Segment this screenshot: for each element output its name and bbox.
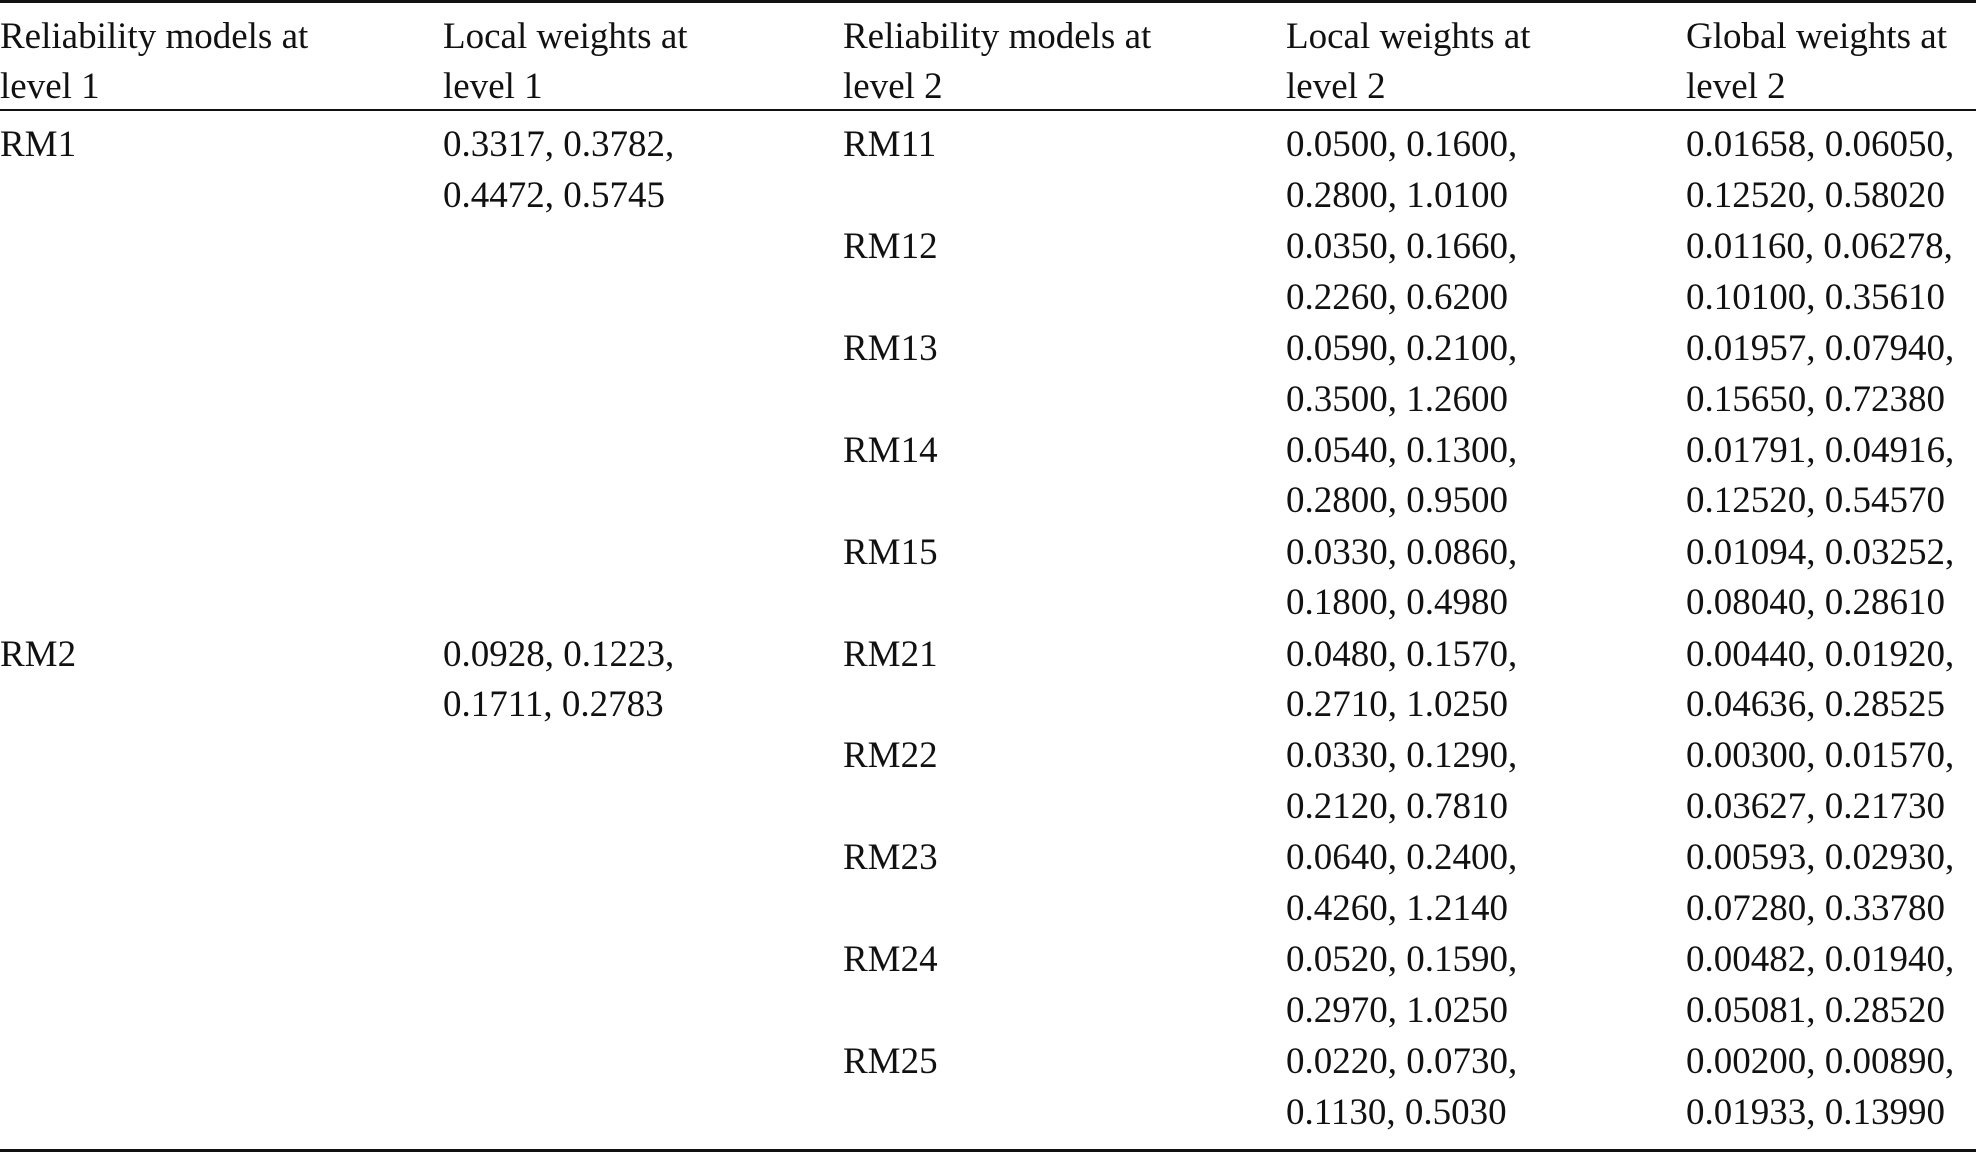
column-header-global-weights-level2: Global weights at level 2	[1686, 16, 1948, 107]
column-header-local-weights-level2: Local weights at level 2	[1286, 16, 1531, 107]
table-row: RM24 0.0520, 0.1590, 0.2970, 1.0250 0.0048…	[0, 935, 1976, 1037]
level2-local-weights-cell: 0.0590, 0.2100, 0.3500, 1.2600	[1286, 327, 1518, 420]
level2-local-weights-cell: 0.0350, 0.1660, 0.2260, 0.6200	[1286, 225, 1518, 318]
level2-model-cell: RM25	[843, 1041, 938, 1083]
column-header-models-level2: Reliability models at level 2	[843, 16, 1152, 107]
level2-model-cell: RM23	[843, 837, 938, 879]
level2-global-weights-cell: 0.00440, 0.01920, 0.04636, 0.28525	[1686, 633, 1955, 726]
table-row: RM1 0.3317, 0.3782, 0.4472, 0.5745 RM11 0.0…	[0, 120, 1976, 222]
level1-local-weights-cell: 0.0928, 0.1223, 0.1711, 0.2783	[443, 633, 675, 726]
level2-global-weights-cell: 0.00593, 0.02930, 0.07280, 0.33780	[1686, 837, 1955, 929]
column-header-models-level1: Reliability models at level 1	[0, 16, 309, 107]
level2-model-cell: RM15	[843, 531, 938, 573]
table-row: RM2 0.0928, 0.1223, 0.1711, 0.2783 RM21 0.0…	[0, 630, 1976, 732]
table-bottom-rule	[0, 1149, 1976, 1152]
table-row: RM14 0.0540, 0.1300, 0.2800, 0.9500 0.0179…	[0, 426, 1976, 528]
table-row: RM22 0.0330, 0.1290, 0.2120, 0.7810 0.0030…	[0, 731, 1976, 833]
level2-local-weights-cell: 0.0480, 0.1570, 0.2710, 1.0250	[1286, 633, 1518, 726]
table-row: RM12 0.0350, 0.1660, 0.2260, 0.6200 0.0116…	[0, 222, 1976, 324]
level2-global-weights-cell: 0.01658, 0.06050, 0.12520, 0.58020	[1686, 124, 1955, 216]
table-row: RM13 0.0590, 0.2100, 0.3500, 1.2600 0.0195…	[0, 324, 1976, 426]
table-row: RM25 0.0220, 0.0730, 0.1130, 0.5030 0.0020…	[0, 1037, 1976, 1139]
level2-local-weights-cell: 0.0640, 0.2400, 0.4260, 1.2140	[1286, 837, 1518, 929]
level2-model-cell: RM11	[843, 124, 937, 165]
level2-local-weights-cell: 0.0540, 0.1300, 0.2800, 0.9500	[1286, 429, 1518, 522]
level2-model-cell: RM22	[843, 735, 938, 777]
reliability-weights-table: Reliability models at level 1 Local weig…	[0, 0, 1976, 112]
level2-model-cell: RM12	[843, 225, 938, 267]
level2-local-weights-cell: 0.0330, 0.0860, 0.1800, 0.4980	[1286, 531, 1518, 624]
level2-local-weights-cell: 0.0520, 0.1590, 0.2970, 1.0250	[1286, 939, 1518, 1031]
level2-global-weights-cell: 0.01094, 0.03252, 0.08040, 0.28610	[1686, 531, 1955, 624]
level2-global-weights-cell: 0.00300, 0.01570, 0.03627, 0.21730	[1686, 735, 1955, 828]
table-top-rule	[0, 0, 1976, 3]
level2-global-weights-cell: 0.01160, 0.06278, 0.10100, 0.35610	[1686, 225, 1953, 318]
table-header-rule	[0, 109, 1976, 111]
column-header-local-weights-level1: Local weights at level 1	[443, 16, 688, 107]
level2-local-weights-cell: 0.0330, 0.1290, 0.2120, 0.7810	[1286, 735, 1518, 828]
level1-model-cell: RM2	[0, 633, 77, 675]
level2-model-cell: RM13	[843, 327, 938, 369]
level1-model-cell: RM1	[0, 124, 77, 165]
level2-model-cell: RM21	[843, 633, 938, 675]
table-row: RM15 0.0330, 0.0860, 0.1800, 0.4980 0.0109…	[0, 528, 1976, 630]
table-row: RM23 0.0640, 0.2400, 0.4260, 1.2140 0.0059…	[0, 833, 1976, 935]
level2-global-weights-cell: 0.01957, 0.07940, 0.15650, 0.72380	[1686, 327, 1955, 420]
header-row: Reliability models at level 1 Local weig…	[0, 0, 1976, 112]
level2-local-weights-cell: 0.0500, 0.1600, 0.2800, 1.0100	[1286, 124, 1518, 216]
level1-local-weights-cell: 0.3317, 0.3782, 0.4472, 0.5745	[443, 124, 675, 216]
level2-model-cell: RM14	[843, 429, 938, 471]
level2-model-cell: RM24	[843, 939, 938, 981]
table-header: Reliability models at level 1 Local weig…	[0, 0, 1976, 112]
level2-local-weights-cell: 0.0220, 0.0730, 0.1130, 0.5030	[1286, 1041, 1518, 1133]
level2-global-weights-cell: 0.00482, 0.01940, 0.05081, 0.28520	[1686, 939, 1955, 1031]
level2-global-weights-cell: 0.00200, 0.00890, 0.01933, 0.13990	[1686, 1041, 1955, 1133]
level2-global-weights-cell: 0.01791, 0.04916, 0.12520, 0.54570	[1686, 429, 1955, 522]
